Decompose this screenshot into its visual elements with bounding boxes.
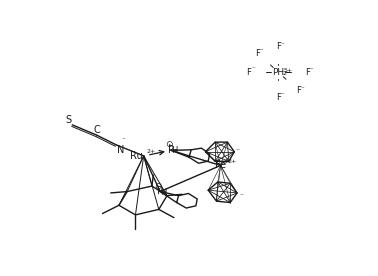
Text: ⊙: ⊙ — [154, 182, 162, 190]
Text: ⁻: ⁻ — [280, 93, 284, 99]
Text: F: F — [276, 93, 281, 102]
Text: P: P — [157, 186, 163, 196]
Text: ⁻: ⁻ — [236, 146, 240, 155]
Text: 5+: 5+ — [284, 68, 293, 73]
Text: ⁻: ⁻ — [251, 66, 255, 72]
Text: PH: PH — [272, 68, 284, 77]
Text: F: F — [276, 42, 281, 51]
Text: N: N — [117, 145, 124, 155]
Text: Fe: Fe — [215, 160, 226, 171]
Text: Ru: Ru — [130, 151, 142, 161]
Text: H: H — [161, 188, 167, 197]
Text: ⁻: ⁻ — [239, 191, 243, 200]
Text: F: F — [296, 86, 301, 95]
Text: ⁻: ⁻ — [122, 137, 125, 144]
Text: ⁻: ⁻ — [300, 86, 304, 92]
Text: 2+: 2+ — [147, 149, 156, 154]
Text: ⁻: ⁻ — [280, 42, 284, 48]
Text: F: F — [305, 68, 310, 77]
Text: 2+: 2+ — [228, 159, 237, 164]
Text: P: P — [168, 145, 174, 155]
Text: 2: 2 — [282, 71, 286, 76]
Text: ⁻: ⁻ — [310, 67, 313, 73]
Text: F: F — [246, 68, 251, 77]
Text: ⁻: ⁻ — [260, 48, 263, 54]
Text: C: C — [94, 125, 101, 135]
Text: H: H — [172, 146, 178, 155]
Text: F: F — [255, 49, 260, 58]
Text: ⊙: ⊙ — [165, 140, 173, 149]
Text: S: S — [65, 115, 71, 124]
